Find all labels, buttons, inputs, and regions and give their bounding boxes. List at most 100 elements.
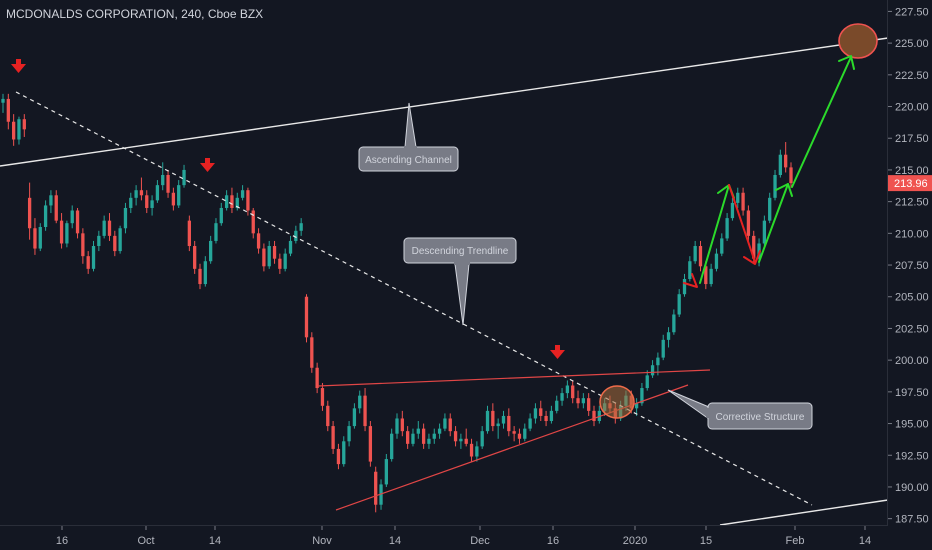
price-tick-label: 217.50 [895,133,929,145]
candle [773,169,777,201]
candle-body [789,167,793,184]
candle-body [139,190,144,196]
candle-body [437,428,442,434]
candle [677,289,681,318]
candle-body [565,385,570,394]
candle-body [730,202,735,219]
candle-body [230,195,234,208]
candle-body [219,207,223,224]
candle [155,180,160,203]
candle-body [91,246,96,269]
price-tick-label: 207.50 [895,260,929,272]
candle-body [150,200,154,208]
ascending-channel-label: Ascending Channel [365,155,452,166]
corrective-circle [599,385,635,419]
candle [475,441,479,462]
candle-body [182,169,186,186]
candle-body [65,223,69,244]
candle [416,421,420,439]
candle [555,395,559,414]
price-axis[interactable]: 227.50 225.00 222.50 220.00 217.50 215.00 212.… [887,0,932,526]
candle-body [581,398,586,404]
candle-body [709,268,713,285]
candle-body [326,405,330,427]
time-tick-label: 14 [859,535,871,547]
candle-body [59,220,64,244]
candle [43,200,48,231]
time-tick-label: 15 [700,535,712,547]
candle-body [283,253,287,269]
candle [267,240,271,269]
candle [384,453,389,487]
candle-body [784,154,788,168]
candle [59,213,64,249]
candle-body [6,98,10,122]
candle-body [448,418,452,432]
candle [1,93,5,113]
candle-body [97,235,101,247]
candle [528,413,532,432]
candle-body [272,246,277,259]
candle [714,248,719,272]
candle [405,426,410,449]
last-price-badge: 213.96 [888,175,932,192]
candle [129,192,133,214]
price-tick-label: 225.00 [895,38,929,50]
candle [565,380,570,399]
candle [294,225,298,244]
candle-body [304,296,309,338]
candle [400,410,404,437]
candle-body [235,197,239,208]
candle-body [491,410,495,427]
candle [27,182,32,240]
price-tick-label: 220.00 [895,102,929,114]
candle-body [1,98,5,103]
candle [320,382,325,411]
price-tick-label: 227.50 [895,6,929,18]
candle-body [288,240,293,254]
candle [427,433,431,449]
candle [693,240,697,264]
last-price-label: 213.96 [894,178,928,190]
candle-body [720,238,724,254]
red-down-arrow-icon [550,345,565,359]
candle [666,327,671,348]
candle-body [214,223,218,241]
candle [304,294,309,343]
candle [272,240,277,264]
candle-body [49,195,53,206]
candle-body [43,205,48,227]
candle [75,207,80,239]
candle-body [768,197,772,221]
candle-body [187,220,192,247]
candle-body [714,253,719,269]
price-tick-label: 197.50 [895,387,929,399]
candle [65,220,69,248]
candle [762,215,767,247]
candle [171,187,176,211]
candle [432,428,436,444]
candle-body [331,426,335,449]
candle-body [549,410,554,422]
candle [193,240,197,274]
candle-body [416,428,420,434]
candle [251,207,255,239]
candle [768,192,772,224]
price-tick-label: 200.00 [895,355,929,367]
candle [437,423,442,439]
candle [784,142,788,173]
candle-body [262,248,266,267]
candle-body [650,365,655,376]
candle [464,428,468,447]
candle-body [533,408,538,419]
candle [485,405,490,434]
candle [256,228,261,254]
candle-body [485,410,490,432]
price-tick-label: 222.50 [895,70,929,82]
time-axis[interactable]: 16 Oct 14 Nov 14 Dec 16 2020 15 Feb 14 [0,525,888,548]
ascending-channel-callout: Ascending Channel [358,102,459,172]
candle-body [405,431,410,444]
candle-body [129,197,133,208]
candle-body [421,428,426,444]
